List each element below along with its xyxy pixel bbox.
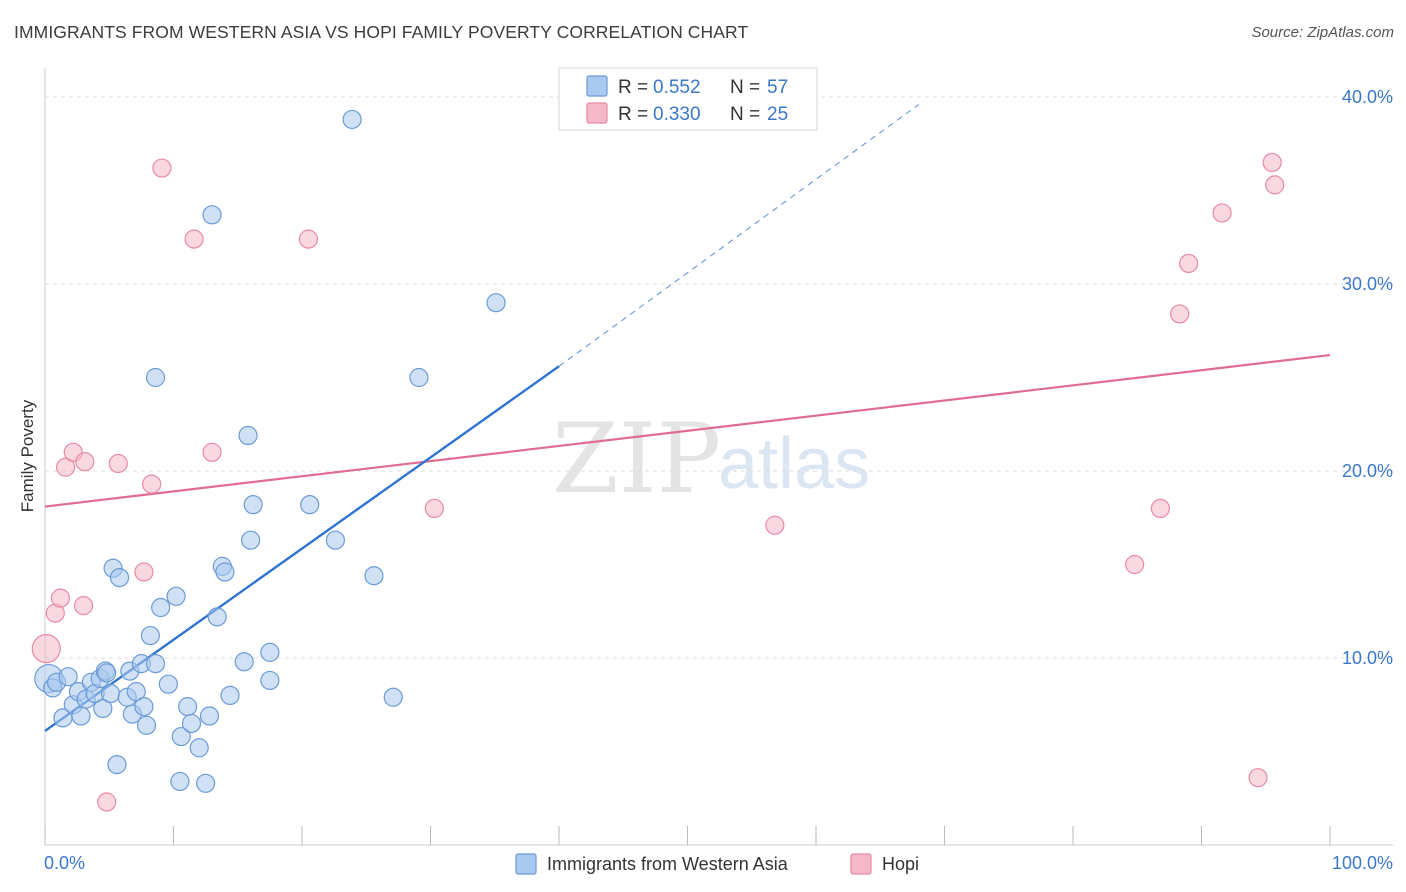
point-western-asia	[93, 698, 113, 719]
point-western-asia	[364, 566, 384, 586]
y-tick-label: 30.0%	[1342, 274, 1393, 294]
point-western-asia	[107, 754, 127, 775]
y-tick-label: 20.0%	[1342, 461, 1393, 481]
point-western-asia	[409, 367, 429, 388]
point-western-asia	[145, 367, 166, 388]
bottom-legend-swatch-western-asia	[515, 853, 537, 875]
point-western-asia	[234, 652, 254, 672]
point-western-asia	[260, 670, 280, 691]
point-western-asia	[171, 726, 191, 747]
point-western-asia	[300, 495, 320, 515]
point-western-asia	[136, 715, 157, 735]
point-western-asia	[486, 293, 506, 313]
point-hopi	[1179, 253, 1199, 274]
point-hopi	[424, 498, 444, 518]
data-points	[31, 109, 1285, 812]
point-western-asia	[383, 687, 403, 707]
axes: 10.0% 20.0% 30.0% 40.0%	[44, 68, 1393, 846]
chart-title: IMMIGRANTS FROM WESTERN ASIA VS HOPI FAM…	[14, 22, 749, 42]
point-hopi	[142, 474, 162, 494]
point-hopi	[134, 562, 154, 582]
bottom-legend-label-western-asia: Immigrants from Western Asia	[547, 854, 789, 874]
point-western-asia	[181, 713, 202, 734]
point-hopi	[73, 596, 94, 616]
watermark-zip: ZIP	[552, 403, 721, 515]
point-western-asia	[220, 685, 240, 706]
bottom-legend-swatch-hopi	[850, 853, 872, 875]
point-western-asia	[100, 683, 121, 704]
bottom-legend-label-hopi: Hopi	[882, 854, 919, 874]
point-hopi	[1125, 554, 1145, 575]
legend: R = 0.552 N = 57 R = 0.330 N = 25	[558, 67, 818, 131]
point-western-asia	[243, 495, 263, 515]
point-hopi	[1212, 203, 1232, 223]
point-hopi	[765, 515, 785, 535]
point-hopi	[1150, 498, 1170, 518]
point-hopi	[50, 588, 71, 608]
point-western-asia	[145, 654, 166, 674]
y-tick-label: 10.0%	[1342, 648, 1393, 668]
y-tick-label: 40.0%	[1342, 87, 1393, 107]
point-hopi	[97, 792, 117, 812]
source-label: Source: ZipAtlas.com	[1251, 24, 1394, 41]
point-hopi	[298, 229, 319, 249]
point-western-asia	[58, 667, 78, 687]
x-tick-label-min: 0.0%	[44, 853, 85, 873]
point-western-asia	[199, 706, 220, 726]
legend-r-value: 0.552	[653, 77, 701, 98]
trend-line-western-asia-extension	[558, 104, 920, 367]
point-western-asia	[71, 706, 91, 726]
legend-n-value: 57	[767, 77, 788, 98]
point-western-asia	[97, 663, 117, 683]
point-hopi	[152, 158, 172, 178]
point-western-asia	[134, 697, 154, 717]
point-western-asia	[207, 607, 227, 627]
point-hopi	[108, 453, 128, 474]
point-western-asia	[238, 425, 258, 446]
point-western-asia	[140, 625, 160, 646]
point-hopi	[202, 442, 222, 462]
point-hopi	[75, 452, 95, 472]
bottom-legend: Immigrants from Western Asia Hopi	[515, 853, 919, 875]
watermark-atlas: atlas	[718, 424, 870, 504]
point-western-asia	[158, 674, 178, 694]
point-western-asia	[126, 682, 146, 702]
point-hopi	[1265, 175, 1285, 195]
trend-line-hopi	[44, 353, 1331, 508]
point-western-asia	[202, 205, 222, 225]
point-western-asia	[342, 109, 362, 130]
legend-swatch-hopi	[586, 102, 608, 124]
legend-r-value: 0.330	[653, 104, 701, 125]
point-western-asia	[260, 642, 280, 662]
point-western-asia	[166, 586, 186, 606]
point-western-asia	[109, 567, 130, 588]
point-western-asia	[215, 562, 235, 582]
point-western-asia	[170, 771, 190, 792]
x-tick-label-max: 100.0%	[1332, 853, 1393, 873]
point-western-asia	[151, 597, 171, 618]
point-hopi	[1170, 304, 1190, 324]
point-western-asia	[178, 697, 198, 717]
point-western-asia	[189, 738, 209, 758]
point-western-asia	[241, 530, 261, 550]
legend-n-value: 25	[767, 104, 788, 125]
point-hopi	[184, 229, 204, 249]
legend-r-label: R =	[618, 104, 648, 125]
legend-n-label: N =	[730, 77, 760, 98]
gridlines	[45, 96, 1393, 659]
legend-n-label: N =	[730, 104, 760, 125]
y-axis-label: Family Poverty	[18, 399, 37, 512]
legend-swatch-western-asia	[586, 75, 608, 97]
legend-r-label: R =	[618, 77, 648, 98]
point-western-asia	[196, 773, 216, 793]
point-hopi	[1248, 768, 1268, 788]
point-hopi	[31, 634, 61, 664]
point-western-asia	[325, 530, 346, 550]
point-hopi	[1262, 152, 1282, 173]
point-hopi	[55, 457, 76, 477]
